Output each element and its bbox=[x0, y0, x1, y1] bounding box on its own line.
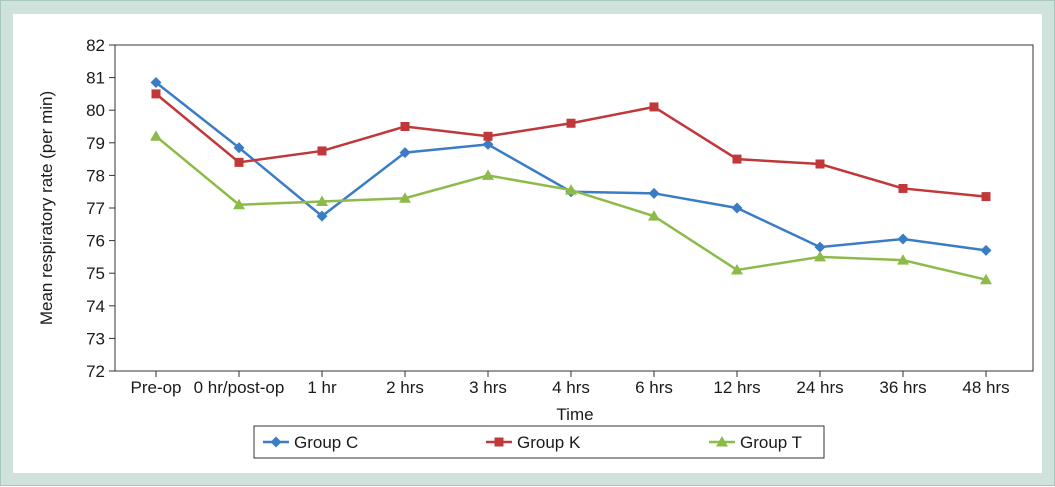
legend-label-group-t: Group T bbox=[740, 433, 802, 452]
y-tick-label: 76 bbox=[86, 232, 105, 251]
series-group-t bbox=[150, 130, 992, 285]
y-tick-label: 79 bbox=[86, 134, 105, 153]
x-tick-label: 24 hrs bbox=[796, 378, 843, 397]
data-point-group-t bbox=[316, 195, 328, 206]
x-tick-label: 36 hrs bbox=[879, 378, 926, 397]
y-tick-label: 77 bbox=[86, 199, 105, 218]
y-tick-label: 80 bbox=[86, 101, 105, 120]
x-tick-label: 4 hrs bbox=[552, 378, 590, 397]
data-point-group-t bbox=[980, 273, 992, 285]
data-point-group-k bbox=[981, 192, 991, 202]
y-tick-label: 81 bbox=[86, 69, 105, 88]
data-point-group-c bbox=[150, 76, 162, 88]
data-point-group-t bbox=[150, 130, 162, 141]
data-point-group-t bbox=[897, 254, 909, 265]
data-point-group-t bbox=[731, 263, 743, 275]
data-point-group-t bbox=[648, 210, 660, 221]
y-tick-label: 74 bbox=[86, 297, 105, 316]
data-point-group-k bbox=[649, 102, 659, 112]
legend-label-group-c: Group C bbox=[294, 433, 358, 452]
chart-panel bbox=[13, 14, 1042, 473]
y-axis-title: Mean respiratory rate (per min) bbox=[37, 91, 56, 325]
legend-marker-group-k bbox=[494, 437, 504, 447]
x-tick-label: 3 hrs bbox=[469, 378, 507, 397]
y-tick-label: 82 bbox=[86, 36, 105, 55]
data-point-group-k bbox=[151, 89, 161, 99]
x-axis-title: Time bbox=[556, 405, 593, 424]
data-point-group-t bbox=[814, 250, 826, 262]
legend-marker-group-c bbox=[270, 436, 282, 448]
x-tick-label: 2 hrs bbox=[386, 378, 424, 397]
legend: Group C Group K Group T bbox=[253, 425, 825, 459]
data-point-group-c bbox=[814, 241, 826, 253]
data-point-group-k bbox=[815, 159, 825, 169]
x-tick-label: 12 hrs bbox=[713, 378, 760, 397]
data-point-group-k bbox=[566, 118, 576, 128]
legend-item-group-k: Group K bbox=[486, 433, 581, 452]
data-point-group-k bbox=[483, 131, 493, 141]
data-point-group-k bbox=[898, 183, 908, 193]
legend-item-group-t: Group T bbox=[709, 433, 802, 452]
y-tick-label: 75 bbox=[86, 264, 105, 283]
data-point-group-t bbox=[565, 184, 577, 195]
axes: 72 73 74 75 76 77 78 79 80 81 82 Pre-op 0 hr/post-op… bbox=[86, 36, 1034, 397]
data-point-group-k bbox=[400, 122, 410, 131]
data-point-group-k bbox=[732, 154, 742, 164]
x-tick-label: 0 hr/post-op bbox=[194, 378, 285, 397]
data-point-group-c bbox=[316, 210, 328, 222]
x-tick-label: 48 hrs bbox=[962, 378, 1009, 397]
series-group-k bbox=[151, 89, 991, 202]
x-tick-label: 6 hrs bbox=[635, 378, 673, 397]
data-point-group-c bbox=[482, 138, 494, 150]
data-point-group-c bbox=[233, 142, 245, 154]
series-layer bbox=[150, 76, 992, 285]
data-point-group-c bbox=[980, 244, 992, 256]
data-point-group-c bbox=[648, 187, 660, 199]
x-tick-label: 1 hr bbox=[307, 378, 337, 397]
legend-marker-group-t bbox=[716, 436, 728, 447]
legend-label-group-k: Group K bbox=[517, 433, 581, 452]
data-point-group-c bbox=[399, 147, 411, 159]
data-point-group-k bbox=[317, 146, 327, 156]
data-point-group-c bbox=[731, 202, 743, 214]
legend-item-group-c: Group C bbox=[263, 433, 358, 452]
y-tick-label: 73 bbox=[86, 329, 105, 348]
data-point-group-t bbox=[233, 198, 245, 210]
y-tick-label: 72 bbox=[86, 362, 105, 381]
data-point-group-t bbox=[482, 169, 494, 180]
y-tick-label: 78 bbox=[86, 166, 105, 185]
data-point-group-k bbox=[234, 157, 244, 167]
x-tick-label: Pre-op bbox=[130, 378, 181, 397]
data-point-group-t bbox=[399, 192, 411, 203]
data-point-group-c bbox=[897, 233, 909, 245]
